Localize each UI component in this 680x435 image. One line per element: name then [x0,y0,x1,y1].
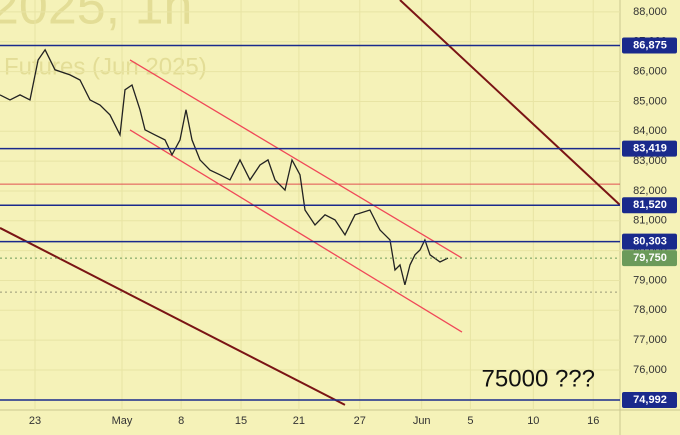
level-label-box [622,250,677,267]
level-label-box [622,197,677,214]
y-tick-label: 81,000 [633,215,667,227]
level-label-box [622,233,677,250]
x-tick-label: 21 [293,415,305,427]
watermark-subtitle: Futures (Jun 2025) [4,53,207,80]
x-tick-label: 10 [527,415,539,427]
x-tick-label: May [112,415,133,427]
axis: 76,00077,00078,00079,00080,00081,00082,0… [29,6,677,427]
y-tick-label: 86,000 [633,66,667,78]
x-tick-label: 27 [354,415,366,427]
level-label: 81,520 [633,199,667,211]
y-tick-label: 77,000 [633,334,667,346]
x-tick-label: 8 [178,415,184,427]
level-label-box [622,140,677,157]
price-line [0,48,449,286]
x-tick-label: Jun [413,415,431,427]
x-tick-label: 16 [587,415,599,427]
level-label-box [622,392,677,409]
y-tick-label: 88,000 [633,6,667,18]
level-label: 80,303 [633,235,667,247]
y-tick-label: 85,000 [633,95,667,107]
y-tick-label: 78,000 [633,304,667,316]
y-tick-label: 76,000 [633,364,667,376]
level-label: 86,875 [633,39,667,51]
trend-line [399,0,620,206]
trend-line [0,227,346,406]
level-label: 83,419 [633,143,667,155]
y-tick-label: 84,000 [633,125,667,137]
level-label: 79,750 [633,252,667,264]
trend-line [129,59,463,259]
y-tick-label: 83,000 [633,155,667,167]
x-tick-label: 15 [235,415,247,427]
x-tick-label: 23 [29,415,41,427]
level-label: 74,992 [633,394,667,406]
x-tick-label: 5 [467,415,473,427]
plot [0,0,620,406]
y-tick-label: 79,000 [633,274,667,286]
watermark-title: 2025, 1h [0,0,192,36]
annotation: 75000 ??? [482,365,595,392]
trend-line [129,129,463,333]
level-label-box [622,37,677,54]
y-tick-label: 82,000 [633,185,667,197]
